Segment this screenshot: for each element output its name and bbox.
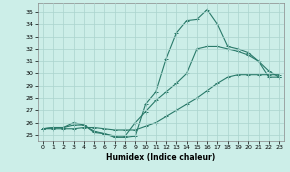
X-axis label: Humidex (Indice chaleur): Humidex (Indice chaleur) xyxy=(106,153,215,162)
